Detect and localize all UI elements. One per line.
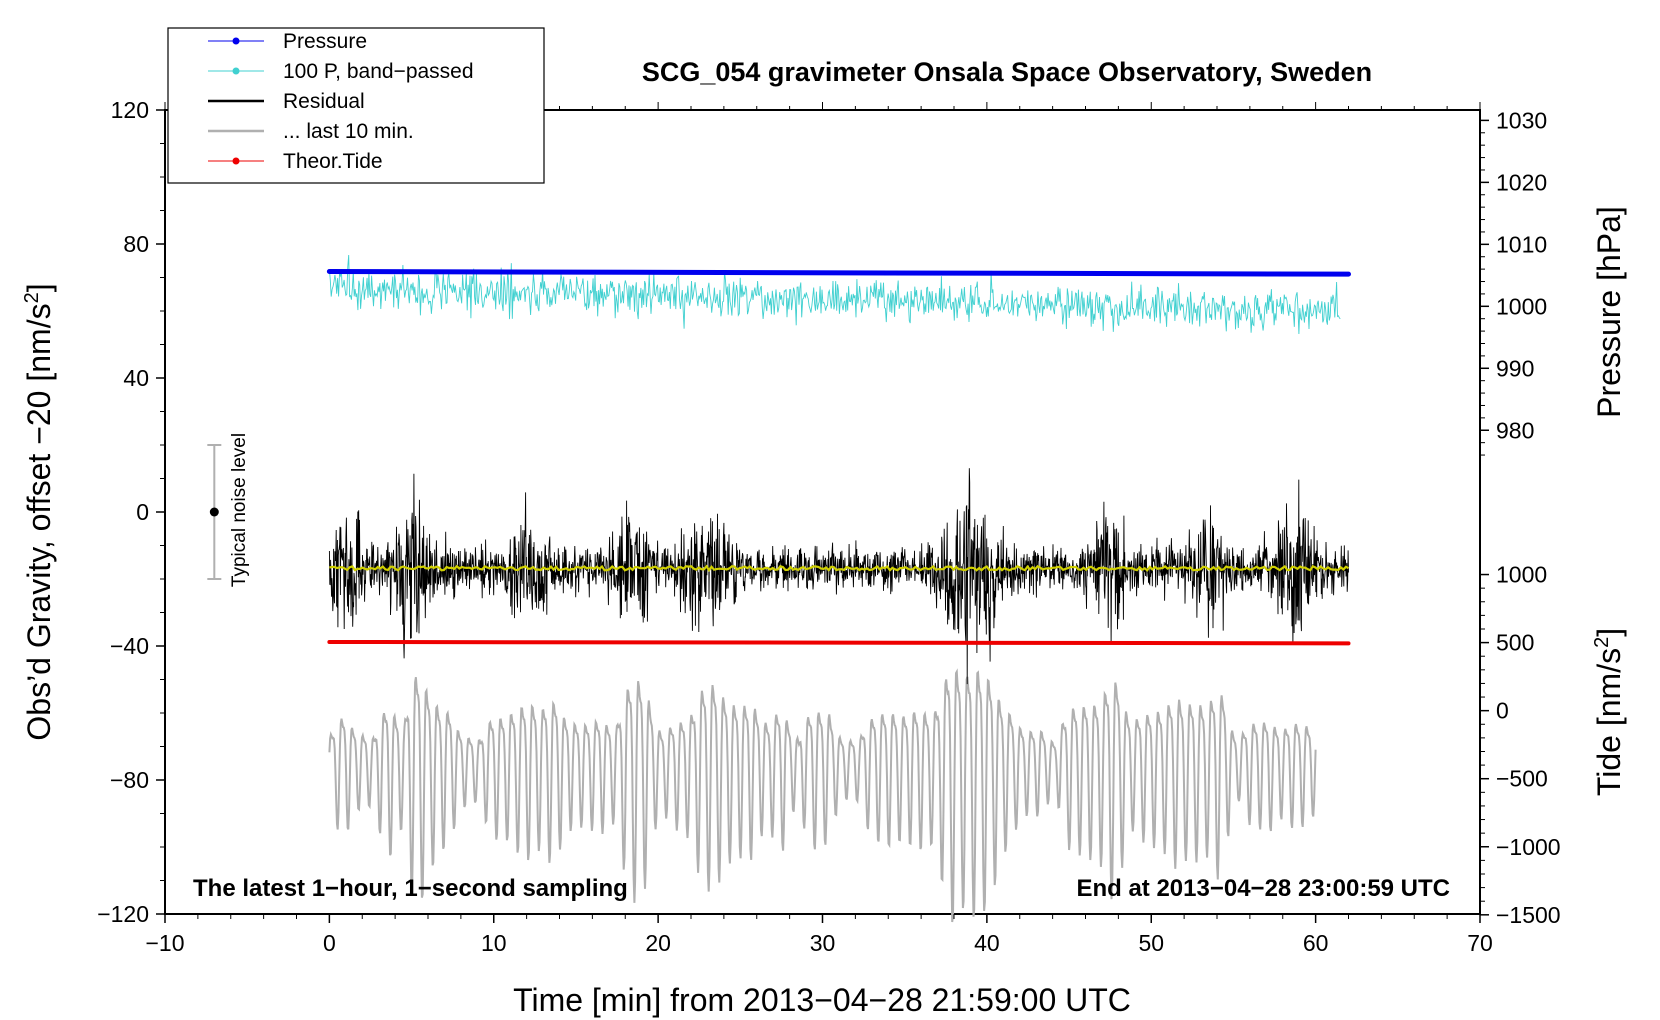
y-axis-left-title-main: Obs’d Gravity, offset −20 [nm/s [21,303,57,740]
legend-label: Pressure [283,30,367,53]
y-axis-left-title-sup: 2 [21,292,43,303]
y-left-tick-label: 40 [123,365,149,391]
legend: Pressure 100 P, band−passed Residual ... la… [167,27,545,184]
y-left-tick-label: 0 [136,499,149,525]
legend-label: Theor.Tide [283,150,383,173]
series-line-theoretical-tide [327,639,1351,646]
tide-tick-label: 0 [1496,698,1509,724]
x-tick-label: 70 [1467,930,1493,956]
axes-layer: −10 0 10 20 30 40 50 60 70−120−80−40040801209809… [97,97,1560,956]
legend-label: ... last 10 min. [283,120,414,143]
legend-marker [232,157,240,165]
noise-bar-center [209,507,219,517]
legend-marker [232,37,240,45]
tide-tick-label: −1500 [1496,902,1561,928]
pressure-tick-label: 1010 [1496,231,1547,257]
x-tick-label: 20 [645,930,671,956]
y-axis-tide-title-sup: 2 [1591,637,1613,648]
chart-title: SCG_054 gravimeter Onsala Space Observat… [642,57,1372,87]
y-axis-tide-title-main: Tide [nm/s [1591,648,1627,796]
tide-tick-label: −500 [1496,766,1548,792]
tide-tick-label: 500 [1496,630,1534,656]
data-layer [207,254,1351,923]
y-axis-left-title-end: ] [21,283,57,292]
legend-box [167,27,545,184]
y-left-tick-label: −80 [110,767,149,793]
y-left-tick-label: 120 [111,97,149,123]
pressure-tick-label: 990 [1496,355,1534,381]
pressure-tick-label: 1030 [1496,107,1547,133]
series-line-last-10-min [328,668,1317,923]
annotation-end-time: End at 2013−04−28 23:00:59 UTC [1076,875,1450,902]
y-left-tick-label: −40 [110,633,149,659]
y-axis-left-title: Obs’d Gravity, offset −20 [nm/s2] [21,283,57,740]
annotation-sampling: The latest 1−hour, 1−second sampling [193,875,628,902]
y-axis-tide-title-end: ] [1591,628,1627,637]
series-line-pressure [326,268,1351,277]
y-axis-pressure-title: Pressure [hPa] [1591,206,1627,418]
legend-label: Residual [283,90,365,113]
x-tick-label: 30 [810,930,836,956]
x-tick-label: −10 [145,930,184,956]
tide-tick-label: 1000 [1496,562,1547,588]
legend-entries: Pressure 100 P, band−passed Residual ... la… [208,30,474,173]
legend-marker [232,67,240,75]
x-tick-label: 10 [481,930,507,956]
pressure-tick-label: 980 [1496,417,1534,443]
y-left-tick-label: 80 [123,231,149,257]
x-tick-label: 40 [974,930,1000,956]
x-tick-label: 0 [323,930,336,956]
x-tick-label: 60 [1303,930,1329,956]
x-tick-label: 50 [1138,930,1164,956]
noise-level-label: Typical noise level [229,433,250,587]
series-line-running-mean [329,564,1350,573]
legend-label: 100 P, band−passed [283,60,474,83]
y-axis-tide-title: Tide [nm/s2] [1591,628,1627,796]
pressure-tick-label: 1020 [1496,169,1547,195]
series-line-band-passed-pressure [328,254,1341,335]
pressure-tick-label: 1000 [1496,293,1547,319]
y-left-tick-label: −120 [97,901,149,927]
x-axis-title: Time [min] from 2013−04−28 21:59:00 UTC [513,982,1131,1018]
tide-tick-label: −1000 [1496,834,1561,860]
